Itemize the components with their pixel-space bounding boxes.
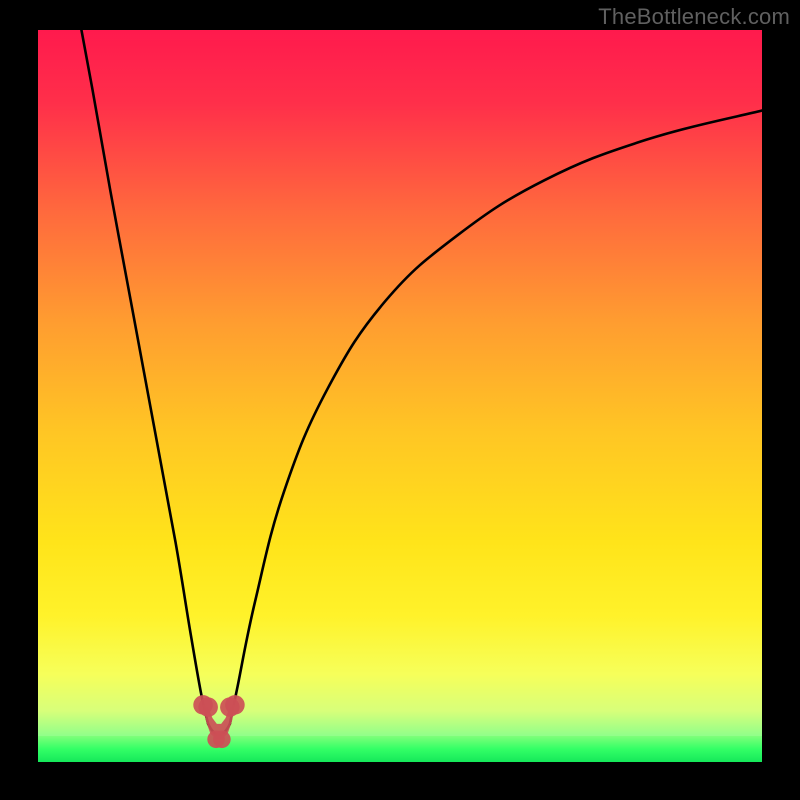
- stage: TheBottleneck.com: [0, 0, 800, 800]
- highlight-blob-cap: [213, 731, 231, 749]
- curve-path: [81, 30, 762, 735]
- watermark-text: TheBottleneck.com: [598, 4, 790, 30]
- highlight-blob-cap: [220, 697, 240, 717]
- plot-area: [38, 30, 762, 762]
- highlight-blob-cap: [198, 697, 218, 717]
- bottleneck-curve: [38, 30, 762, 762]
